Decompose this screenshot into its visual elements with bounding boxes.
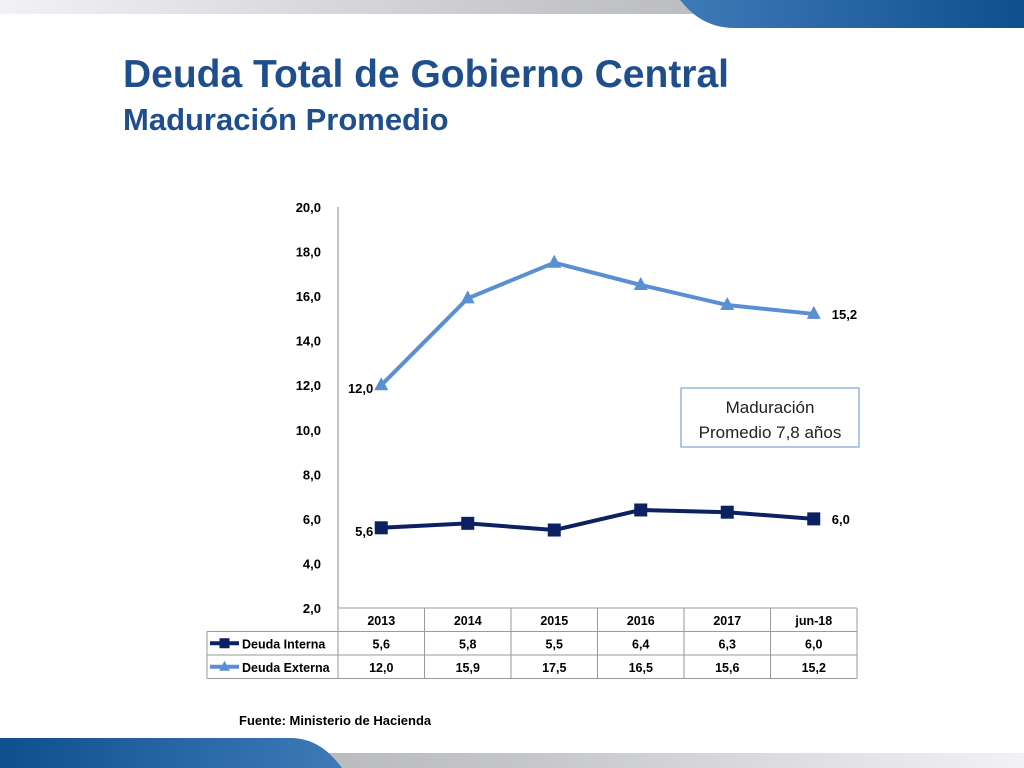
series-line-interna xyxy=(381,507,814,533)
data-point-square xyxy=(461,516,475,530)
top-banner xyxy=(0,0,1024,28)
y-tick-label: 4,0 xyxy=(303,556,321,571)
y-tick-label: 14,0 xyxy=(296,334,321,349)
y-axis: 2,0 4,0 6,0 8,0 10,0 12,0 14,0 16,0 18,0 20,0 xyxy=(296,200,339,616)
data-label: 6,0 xyxy=(832,512,850,527)
top-banner-graphic xyxy=(0,0,1024,28)
data-label: 5,6 xyxy=(355,524,373,539)
x-tick-label: jun-18 xyxy=(794,614,832,628)
table-cell: 5,8 xyxy=(459,637,476,651)
y-tick-label: 12,0 xyxy=(296,378,321,393)
x-tick-label: 2017 xyxy=(713,614,741,628)
bottom-banner-graphic xyxy=(0,738,1024,768)
legend-key-square xyxy=(219,638,230,649)
data-point-triangle xyxy=(547,254,562,268)
x-tick-label: 2014 xyxy=(454,614,482,628)
x-tick-label: 2013 xyxy=(367,614,395,628)
table-cell: 6,0 xyxy=(805,637,822,651)
bottom-banner xyxy=(0,738,1024,768)
maturity-chart: 2,0 4,0 6,0 8,0 10,0 12,0 14,0 16,0 18,0 20,0 5,6… xyxy=(200,190,880,695)
chart-svg: 2,0 4,0 6,0 8,0 10,0 12,0 14,0 16,0 18,0 20,0 5,6… xyxy=(206,200,860,679)
annotation-line-1: Maduración xyxy=(726,398,815,417)
y-tick-label: 10,0 xyxy=(296,423,321,438)
data-table: 2013 2014 2015 2016 2017 jun-18 Deuda Interna 5… xyxy=(206,607,858,679)
y-tick-label: 20,0 xyxy=(296,200,321,215)
slide-title: Deuda Total de Gobierno Central xyxy=(123,53,730,96)
data-point-triangle xyxy=(374,377,389,391)
annotation-line-2: Promedio 7,8 años xyxy=(699,423,842,442)
table-cell: 5,5 xyxy=(546,637,563,651)
data-point-square xyxy=(720,505,734,519)
data-point-square xyxy=(374,521,388,535)
data-point-square xyxy=(634,503,648,517)
y-tick-label: 6,0 xyxy=(303,512,321,527)
table-cell: 16,5 xyxy=(629,661,653,675)
series-lines: 5,6 6,0 12,0 15,2 xyxy=(348,254,857,539)
data-point-triangle xyxy=(720,297,735,311)
table-cell: 17,5 xyxy=(542,661,566,675)
source-note: Fuente: Ministerio de Hacienda xyxy=(239,713,432,728)
x-tick-label: 2015 xyxy=(540,614,568,628)
table-cell: 12,0 xyxy=(369,661,393,675)
x-tick-label: 2016 xyxy=(627,614,655,628)
table-cell: 15,2 xyxy=(802,661,826,675)
y-tick-label: 2,0 xyxy=(303,601,321,616)
annotation-box: Maduración Promedio 7,8 años xyxy=(680,387,860,448)
data-point-triangle xyxy=(806,305,821,319)
data-label: 15,2 xyxy=(832,307,857,322)
slide-subtitle: Maduración Promedio xyxy=(123,102,449,137)
y-tick-label: 18,0 xyxy=(296,245,321,260)
data-label: 12,0 xyxy=(348,381,373,396)
table-cell: 6,4 xyxy=(632,637,649,651)
data-point-square xyxy=(547,523,561,537)
legend-label: Deuda Interna xyxy=(242,637,326,651)
legend-key-triangle xyxy=(219,660,230,671)
table-cell: 5,6 xyxy=(373,637,390,651)
table-cell: 15,6 xyxy=(715,661,739,675)
y-tick-label: 8,0 xyxy=(303,467,321,482)
data-point-triangle xyxy=(633,276,648,290)
series-line-externa xyxy=(379,260,814,387)
table-cell: 6,3 xyxy=(719,637,736,651)
data-point-square xyxy=(807,512,821,526)
table-cell: 15,9 xyxy=(456,661,480,675)
y-tick-label: 16,0 xyxy=(296,289,321,304)
data-point-triangle xyxy=(460,290,475,304)
legend-label: Deuda Externa xyxy=(242,661,331,675)
